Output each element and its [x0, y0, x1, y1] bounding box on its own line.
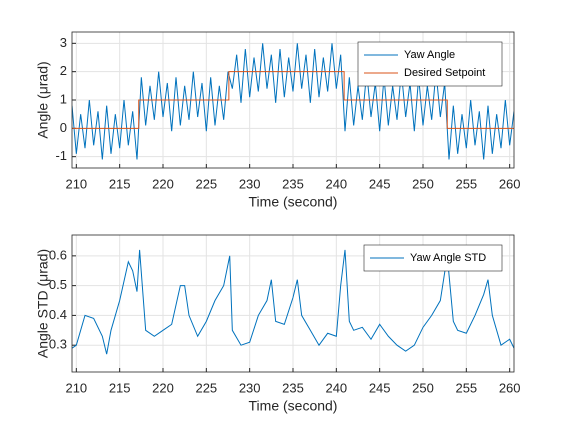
x-tick-label: 230 [239, 176, 261, 191]
x-tick-label: 235 [282, 380, 304, 395]
x-tick-label: 215 [109, 176, 131, 191]
y-tick-label: 0.3 [49, 337, 67, 352]
x-tick-label: 240 [325, 176, 347, 191]
legend-label: Desired Setpoint [404, 67, 485, 79]
legend-box [363, 244, 503, 272]
x-tick-label: 260 [499, 380, 521, 395]
x-tick-label: 225 [195, 380, 217, 395]
x-axis-label: Time (second) [249, 194, 338, 210]
legend-box [357, 41, 503, 87]
x-tick-label: 250 [412, 176, 434, 191]
x-tick-label: 210 [65, 380, 87, 395]
y-tick-label: 0.6 [49, 247, 67, 262]
y-axis-label: Angle STD (μrad) [35, 249, 51, 358]
y-tick-label: -1 [55, 148, 67, 163]
y-tick-label: 2 [60, 63, 67, 78]
legend-label: Yaw Angle [404, 49, 455, 61]
y-tick-label: 0 [60, 120, 67, 135]
x-tick-label: 220 [152, 380, 174, 395]
y-tick-label: 0.4 [49, 307, 67, 322]
legend-label: Yaw Angle STD [410, 252, 486, 264]
x-tick-label: 215 [109, 380, 131, 395]
data-line [72, 249, 514, 355]
x-axis-label: Time (second) [249, 398, 338, 414]
y-tick-label: 3 [60, 35, 67, 50]
x-tick-label: 235 [282, 176, 304, 191]
y-tick-label: 1 [60, 91, 67, 106]
x-tick-label: 255 [455, 176, 477, 191]
data-line [72, 43, 514, 160]
x-tick-label: 250 [412, 380, 434, 395]
x-tick-label: 220 [152, 176, 174, 191]
x-tick-label: 210 [65, 176, 87, 191]
y-tick-label: 0.5 [49, 277, 67, 292]
y-axis-label: Angle (μrad) [35, 61, 51, 138]
x-tick-label: 245 [369, 176, 391, 191]
x-tick-label: 260 [499, 176, 521, 191]
data-line [72, 71, 514, 129]
axes-box [71, 31, 515, 169]
x-tick-label: 230 [239, 380, 261, 395]
x-tick-label: 255 [455, 380, 477, 395]
axes-box [71, 234, 515, 373]
x-tick-label: 245 [369, 380, 391, 395]
x-tick-label: 240 [325, 380, 347, 395]
x-tick-label: 225 [195, 176, 217, 191]
